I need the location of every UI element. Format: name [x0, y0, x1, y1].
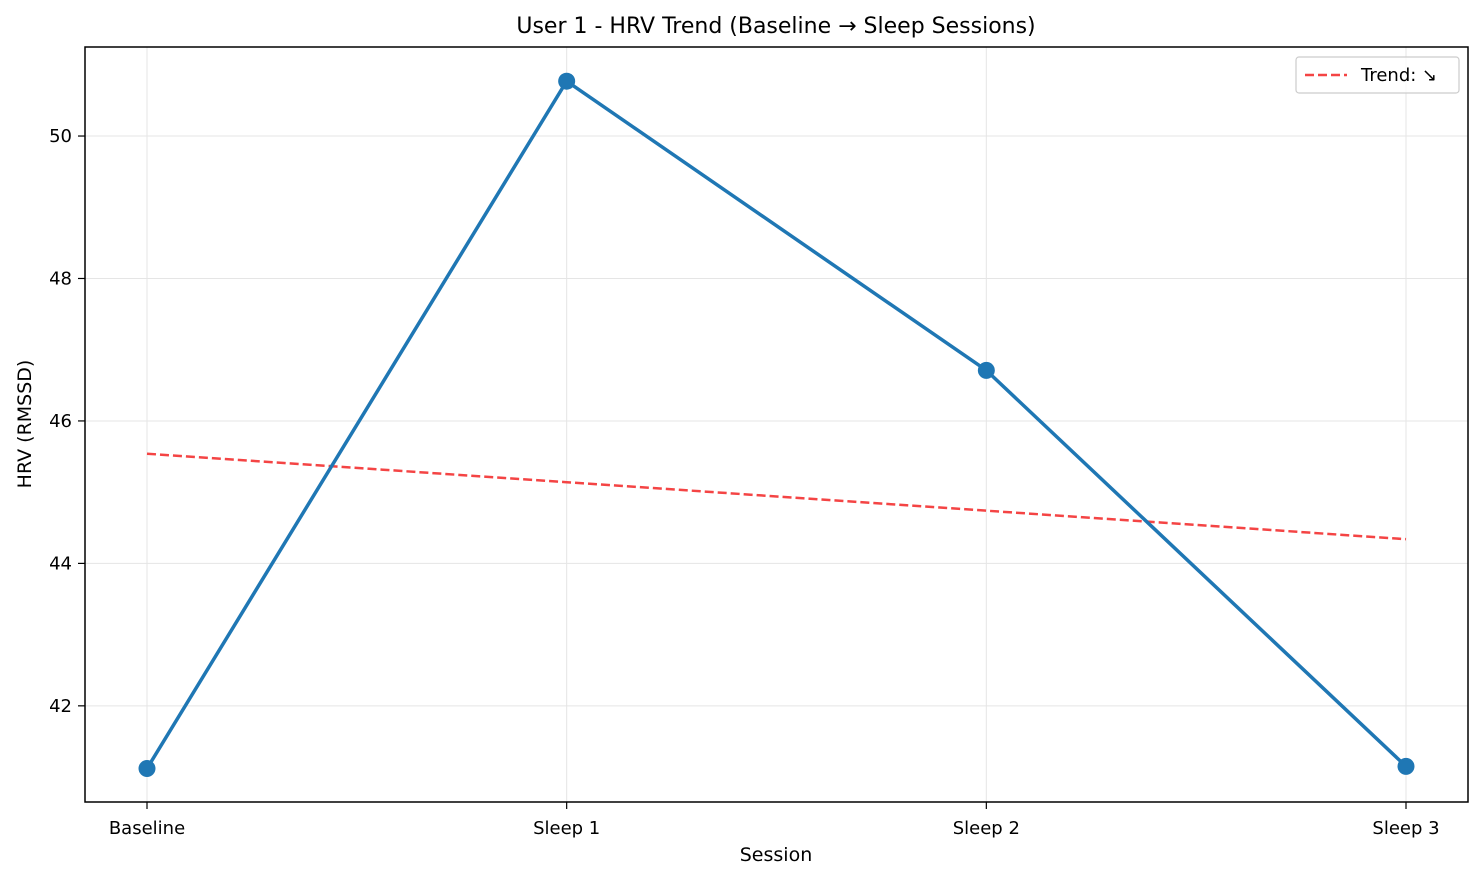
hrv-data-point [977, 361, 995, 379]
y-tick-label: 46 [49, 411, 72, 432]
y-tick-label: 50 [49, 126, 72, 147]
y-tick-label: 44 [49, 553, 72, 574]
plot-frame [84, 46, 1469, 803]
legend: Trend: ↘ [1295, 56, 1460, 94]
x-axis-label: Session [740, 844, 813, 866]
legend-trend-label: Trend: ↘ [1360, 65, 1437, 86]
x-tick-label: Sleep 3 [1372, 818, 1439, 839]
hrv-data-point [138, 760, 156, 778]
grid-lines [85, 47, 1468, 802]
legend-box [1295, 56, 1460, 94]
hrv-data-point [558, 72, 576, 90]
y-tick-label: 42 [49, 696, 72, 717]
x-tick-label: Sleep 1 [533, 818, 600, 839]
trend-line [146, 452, 1407, 541]
x-tick-label: Baseline [109, 818, 185, 839]
series-layer [138, 72, 1415, 778]
x-tick-label: Sleep 2 [953, 818, 1020, 839]
hrv-data-point [1397, 757, 1415, 775]
hrv-series-line [145, 79, 1408, 770]
y-axis-label: HRV (RMSSD) [14, 360, 36, 489]
y-tick-label: 48 [49, 268, 72, 289]
chart-title: User 1 - HRV Trend (Baseline → Sleep Ses… [516, 14, 1035, 39]
trend-layer [146, 452, 1407, 541]
x-axis: Baseline Sleep 1 Sleep 2 Sleep 3 [109, 802, 1440, 839]
y-axis: 42 44 46 48 50 [49, 126, 85, 717]
